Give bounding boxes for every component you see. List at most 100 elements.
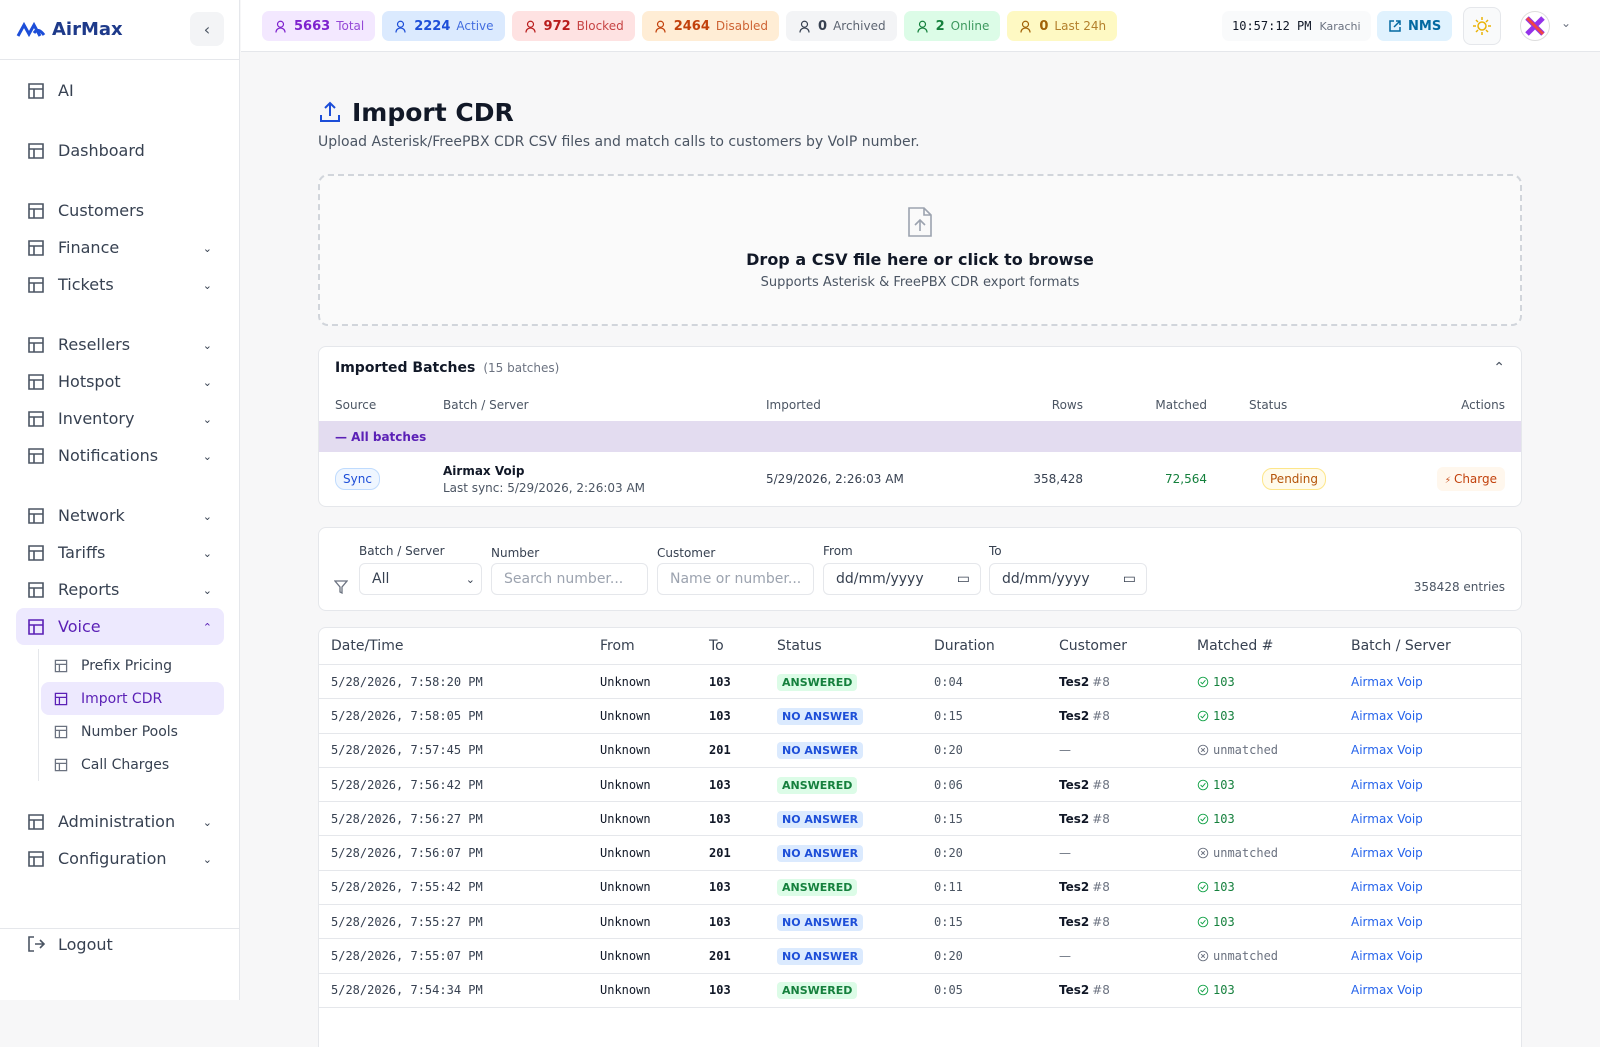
icon xyxy=(1197,847,1209,859)
caret: ⌄ xyxy=(202,547,212,560)
from: Unknown xyxy=(600,674,651,689)
nav-item[interactable]: Tariffs ⌄ xyxy=(16,534,224,571)
stat-pill[interactable]: 0 Last 24h xyxy=(1007,11,1118,41)
matched-number: 103 xyxy=(1213,777,1235,792)
nav-item[interactable]: Notifications ⌄ xyxy=(16,437,224,474)
logout[interactable]: Logout xyxy=(16,924,224,964)
cell: NO ANSWER xyxy=(777,913,934,931)
nav-item[interactable]: Network ⌄ xyxy=(16,497,224,534)
nav-group: Customers Finance ⌄ Tickets ⌄ xyxy=(16,192,224,303)
nav-item[interactable]: Finance ⌄ xyxy=(16,229,224,266)
stat-value: 0 xyxy=(1039,18,1049,34)
nav-item[interactable]: Tickets ⌄ xyxy=(16,266,224,303)
cell: unmatched xyxy=(1197,846,1351,860)
call-status: NO ANSWER xyxy=(777,742,864,760)
cell: ANSWERED xyxy=(777,879,934,897)
call-status: ANSWERED xyxy=(777,982,858,1000)
batch-group[interactable]: — All batches xyxy=(319,421,1521,452)
batch-link[interactable]: Airmax Voip xyxy=(1351,674,1423,689)
stat-label: Archived xyxy=(833,19,886,33)
menu-caret[interactable]: ⌄ xyxy=(1561,16,1572,30)
matched-number: unmatched xyxy=(1213,949,1279,964)
page-title: Import CDR xyxy=(318,96,1522,128)
nav-item[interactable]: Resellers ⌄ xyxy=(16,326,224,363)
charge-button[interactable]: ⚡ Charge xyxy=(1436,467,1505,491)
submenu-item[interactable]: Call Charges xyxy=(41,748,224,781)
to: 201 xyxy=(709,949,731,964)
cell: — xyxy=(1059,743,1197,757)
stat-value: 2224 xyxy=(414,18,451,34)
stat-pill[interactable]: 5663 Total xyxy=(262,11,376,41)
voice-submenu: Prefix Pricing Import CDR Number Pools Call… xyxy=(38,649,224,781)
stat-pill[interactable]: 972 Blocked xyxy=(511,11,635,41)
datetime: 5/28/2026, 7:55:07 PM xyxy=(331,949,483,964)
batch-link[interactable]: Airmax Voip xyxy=(1351,743,1423,758)
matched: 72,564 xyxy=(1165,472,1207,486)
batch-link[interactable]: Airmax Voip xyxy=(1351,880,1423,895)
nav-group: AI xyxy=(16,72,224,109)
stat-pill[interactable]: 0 Archived xyxy=(786,11,897,41)
logout-label: Logout xyxy=(58,934,113,954)
icon xyxy=(28,581,44,598)
submenu-item[interactable]: Prefix Pricing xyxy=(41,649,224,682)
bolt: ⚡ xyxy=(1444,476,1454,486)
batch-link[interactable]: Airmax Voip xyxy=(1351,914,1423,929)
caret: ⌄ xyxy=(202,584,212,597)
caret: ⌄ xyxy=(202,242,212,255)
dropzone[interactable]: Drop a CSV file here or click to browse … xyxy=(318,174,1522,326)
stat-pill[interactable]: 2464 Disabled xyxy=(641,11,780,41)
table-body: 5/28/2026, 7:58:20 PM Unknown 103 ANSWERED 0… xyxy=(319,665,1521,1008)
batch-link[interactable]: Airmax Voip xyxy=(1351,811,1423,826)
nav-item[interactable]: Voice ⌃ xyxy=(16,608,224,645)
collapse-button[interactable]: ‹ xyxy=(190,12,224,46)
avatar[interactable] xyxy=(1520,11,1550,41)
column-header: Actions xyxy=(1461,398,1505,412)
matched-number: 103 xyxy=(1213,880,1235,895)
submenu-item[interactable]: Number Pools xyxy=(41,715,224,748)
nms-link[interactable]: NMS xyxy=(1377,11,1453,41)
icon xyxy=(1473,17,1491,35)
icon xyxy=(28,239,44,256)
column-header: Status xyxy=(777,638,822,654)
number-input[interactable]: Search number... xyxy=(491,563,648,595)
nav-item[interactable]: Administration ⌄ xyxy=(16,803,224,840)
stat-pill[interactable]: 2 Online xyxy=(903,11,1001,41)
submenu-item[interactable]: Import CDR xyxy=(41,682,224,715)
nav-label: Customers xyxy=(58,201,145,220)
customer: Tes2 xyxy=(1059,914,1090,929)
icon xyxy=(1197,916,1209,927)
customer-input[interactable]: Name or number... xyxy=(657,563,814,595)
icon xyxy=(799,20,810,33)
nav-item[interactable]: Inventory ⌄ xyxy=(16,400,224,437)
nav-item[interactable]: Dashboard xyxy=(16,132,224,169)
batches-header[interactable]: Imported Batches (15 batches) ⌃ xyxy=(319,347,1521,389)
nav-label: Tickets xyxy=(58,275,114,294)
batch-link[interactable]: Airmax Voip xyxy=(1351,708,1423,723)
customer-id: #8 xyxy=(1092,708,1110,723)
cell: 103 xyxy=(1197,983,1351,997)
nav-item[interactable]: AI xyxy=(16,72,224,109)
caret: ⌄ xyxy=(202,510,212,523)
stat-value: 0 xyxy=(818,18,828,34)
logo[interactable]: AirMax xyxy=(0,0,239,60)
cdr-table: Date/Time From To Status Duration Customer Mat… xyxy=(318,627,1522,1047)
batch-link[interactable]: Airmax Voip xyxy=(1351,949,1423,964)
from-date[interactable]: dd/mm/yyyy ▭ xyxy=(823,563,981,595)
nav-item[interactable]: Hotspot ⌄ xyxy=(16,363,224,400)
stat-label: Active xyxy=(456,19,494,33)
stat-pill[interactable]: 2224 Active xyxy=(382,11,505,41)
icon xyxy=(28,82,44,99)
icon xyxy=(395,20,406,33)
nav-item[interactable]: Customers xyxy=(16,192,224,229)
batch-link[interactable]: Airmax Voip xyxy=(1351,846,1423,861)
theme-toggle[interactable] xyxy=(1463,7,1501,45)
column-header: Matched # xyxy=(1197,638,1274,654)
batch-select[interactable]: All ⌄ xyxy=(359,563,482,595)
nav-item[interactable]: Reports ⌄ xyxy=(16,571,224,608)
to-date[interactable]: dd/mm/yyyy ▭ xyxy=(989,563,1147,595)
batch-link[interactable]: Airmax Voip xyxy=(1351,983,1423,998)
filter-label: Customer xyxy=(657,546,716,560)
batch-link[interactable]: Airmax Voip xyxy=(1351,777,1423,792)
to: 201 xyxy=(709,743,731,758)
nav-item[interactable]: Configuration ⌄ xyxy=(16,840,224,877)
